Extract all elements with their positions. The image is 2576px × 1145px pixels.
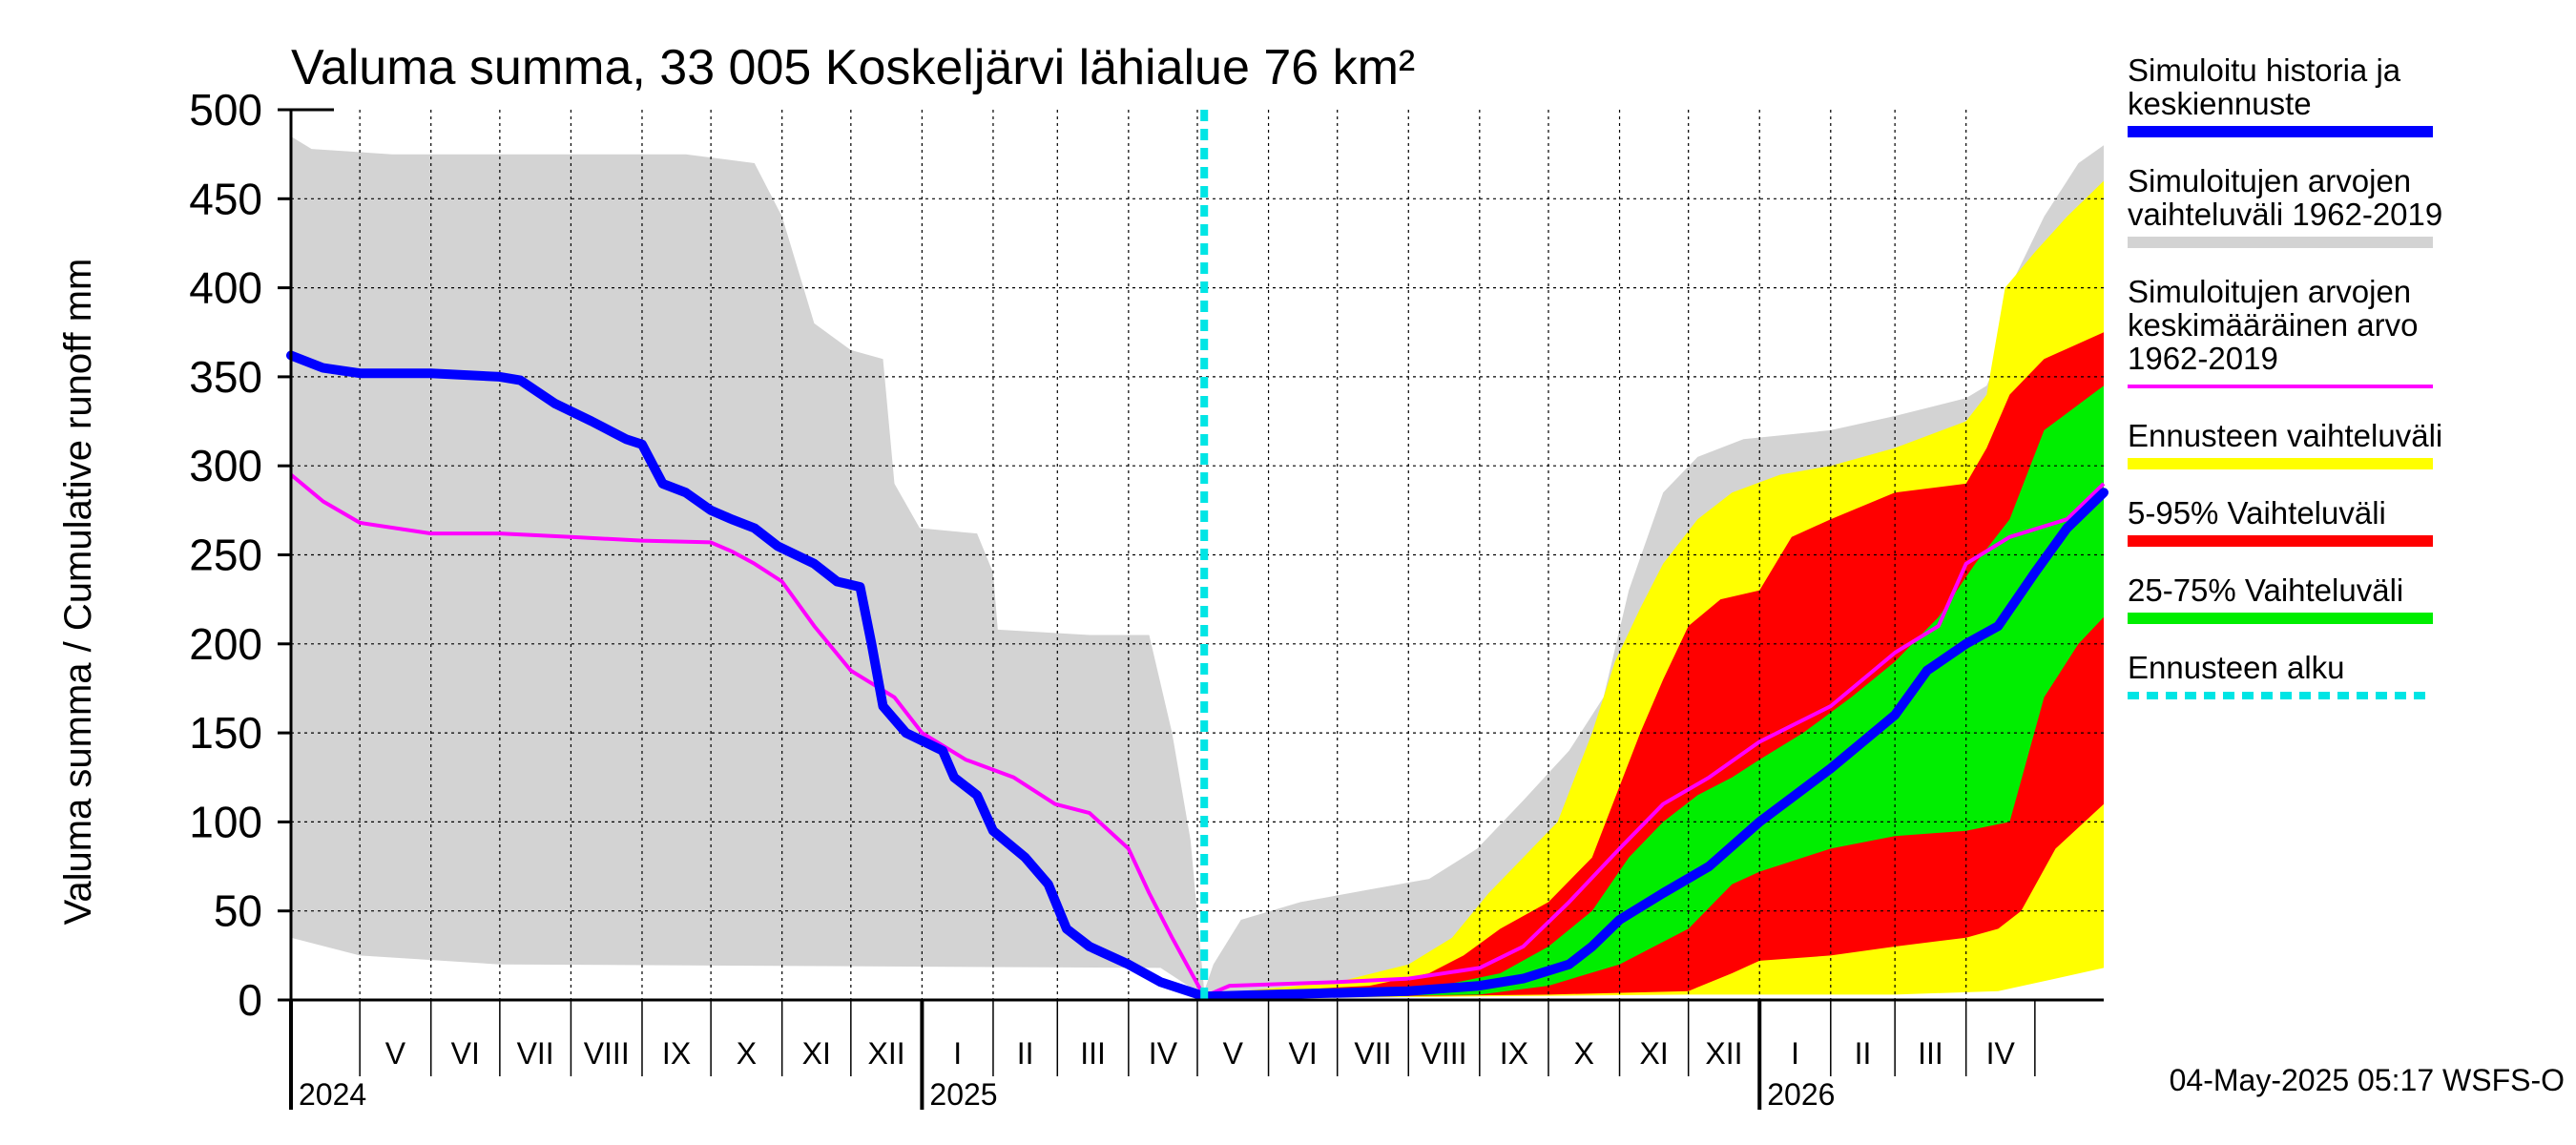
month-label: VI xyxy=(1289,1036,1318,1071)
simulated-line xyxy=(286,350,2109,1002)
timestamp: 04-May-2025 05:17 WSFS-O xyxy=(2170,1063,2565,1097)
p25-75-band xyxy=(1204,385,2104,999)
month-label: VII xyxy=(517,1036,554,1071)
month-label: XII xyxy=(1705,1036,1742,1071)
month-label: V xyxy=(385,1036,406,1071)
y-tick-label: 500 xyxy=(189,85,262,135)
legend-label: Simuloitu historia ja xyxy=(2128,52,2401,88)
month-label: III xyxy=(1080,1036,1106,1071)
legend-label: vaihteluväli 1962-2019 xyxy=(2128,197,2442,232)
legend-label: Ennusteen vaihteluväli xyxy=(2128,418,2442,453)
y-axis-label: Valuma summa / Cumulative runoff mm xyxy=(57,259,99,926)
mean-line xyxy=(289,472,2106,999)
legend: Simuloitu historia jakeskiennusteSimuloi… xyxy=(2128,52,2442,699)
y-tick-label: 0 xyxy=(238,975,262,1025)
month-label: XI xyxy=(1639,1036,1668,1071)
y-tick-label: 400 xyxy=(189,263,262,313)
legend-item: 25-75% Vaihteluväli xyxy=(2128,572,2433,624)
month-label: II xyxy=(1017,1036,1034,1071)
legend-item: Ennusteen alku xyxy=(2128,650,2433,699)
y-tick-label: 200 xyxy=(189,619,262,669)
plot-area xyxy=(286,108,2109,1002)
legend-label: 25-75% Vaihteluväli xyxy=(2128,572,2403,608)
y-tick-label: 300 xyxy=(189,441,262,490)
month-label: VII xyxy=(1354,1036,1391,1071)
y-tick-label: 250 xyxy=(189,531,262,580)
legend-item: Ennusteen vaihteluväli xyxy=(2128,418,2442,469)
y-tick-label: 450 xyxy=(189,174,262,223)
month-label: IV xyxy=(1149,1036,1178,1071)
month-label: V xyxy=(1223,1036,1244,1071)
month-label: I xyxy=(953,1036,962,1071)
month-label: II xyxy=(1855,1036,1872,1071)
chart-title: Valuma summa, 33 005 Koskeljärvi lähialu… xyxy=(291,40,1415,95)
month-label: VIII xyxy=(584,1036,630,1071)
month-label: VI xyxy=(451,1036,480,1071)
legend-label: 5-95% Vaihteluväli xyxy=(2128,495,2386,531)
legend-label: Ennusteen alku xyxy=(2128,650,2345,685)
legend-label: 1962-2019 xyxy=(2128,341,2278,376)
legend-label: Simuloitujen arvojen xyxy=(2128,163,2411,198)
month-label: X xyxy=(737,1036,757,1071)
grid xyxy=(291,110,2104,1000)
legend-label: keskimääräinen arvo xyxy=(2128,307,2418,343)
legend-item: 5-95% Vaihteluväli xyxy=(2128,495,2433,547)
month-label: IV xyxy=(1986,1036,2016,1071)
month-label: IX xyxy=(662,1036,691,1071)
y-tick-label: 350 xyxy=(189,352,262,402)
x-axis: V VI VII VIII IX X XI XII I II III IV V VI VII VIII IX X X… xyxy=(289,1000,2036,1112)
legend-label: Simuloitujen arvojen xyxy=(2128,274,2411,309)
year-label: 2026 xyxy=(1767,1077,1835,1112)
month-label: XII xyxy=(868,1036,905,1071)
month-label: IX xyxy=(1500,1036,1528,1071)
month-label: XI xyxy=(802,1036,831,1071)
month-label: X xyxy=(1574,1036,1594,1071)
legend-label: keskiennuste xyxy=(2128,86,2312,121)
year-label: 2025 xyxy=(929,1077,997,1112)
y-axis-ticks: 0 50 100 150 200 250 300 350 400 450 500 xyxy=(189,85,291,1025)
y-tick-label: 150 xyxy=(189,708,262,758)
y-tick-label: 50 xyxy=(214,886,262,936)
month-label: III xyxy=(1918,1036,1943,1071)
month-label: VIII xyxy=(1422,1036,1467,1071)
y-tick-label: 100 xyxy=(189,797,262,846)
month-label: I xyxy=(1791,1036,1799,1071)
year-label: 2024 xyxy=(299,1077,366,1112)
